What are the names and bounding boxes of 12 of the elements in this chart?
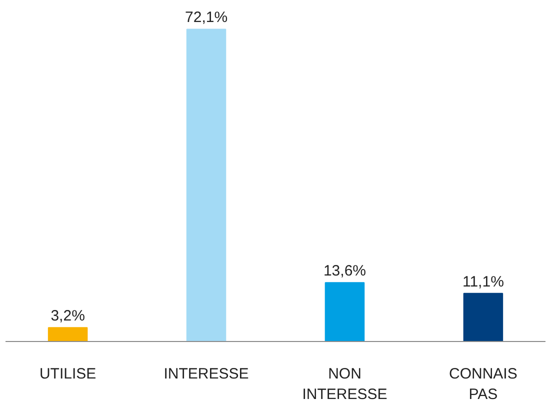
- x-tick-label: INTERESSE: [164, 366, 249, 382]
- data-label: 13,6%: [323, 262, 366, 280]
- data-label: 72,1%: [185, 9, 228, 26]
- x-tick-label: NON INTERESSE: [302, 366, 388, 403]
- data-label: 3,2%: [50, 308, 85, 325]
- x-tick-label: UTILISE: [39, 366, 96, 382]
- bar: [463, 292, 504, 342]
- bar: [186, 28, 226, 342]
- data-label: 11,1%: [462, 273, 504, 290]
- bar: [48, 327, 88, 342]
- bar: [324, 282, 365, 342]
- x-tick-label: CONNAIS PAS: [449, 366, 518, 403]
